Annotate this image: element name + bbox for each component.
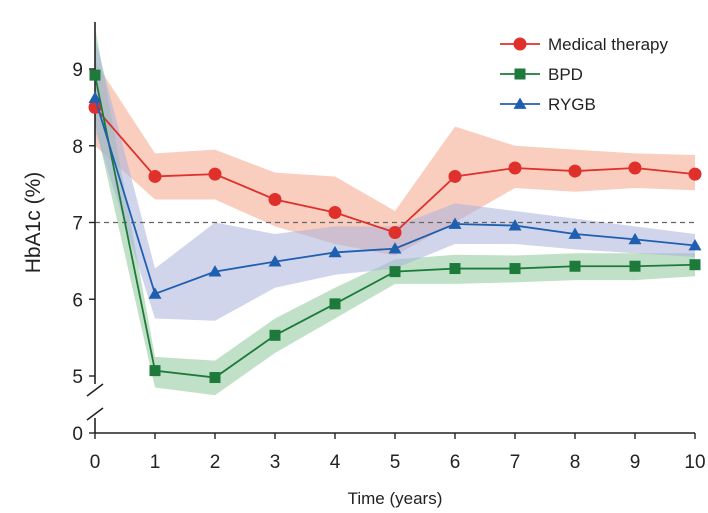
data-point-rygb — [208, 265, 222, 277]
legend-label-bpd: BPD — [548, 65, 583, 84]
confidence-bands — [95, 26, 695, 396]
data-point-medical-therapy — [448, 169, 462, 183]
data-point-bpd — [509, 263, 521, 275]
data-point-rygb — [628, 232, 642, 245]
data-point-medical-therapy — [328, 206, 342, 220]
data-point-medical-therapy — [508, 161, 522, 175]
data-point-rygb — [508, 219, 522, 231]
legend-label-rygb: RYGB — [548, 95, 596, 114]
data-point-bpd — [569, 260, 581, 272]
axis-break-mark — [86, 407, 104, 421]
legend-marker-medical-therapy — [513, 37, 527, 51]
data-point-bpd — [329, 298, 341, 310]
data-point-bpd — [389, 266, 401, 278]
data-point-bpd — [449, 263, 461, 275]
data-point-rygb — [88, 91, 102, 104]
data-point-bpd — [629, 260, 641, 272]
data-point-medical-therapy — [148, 169, 162, 183]
band-rygb — [95, 38, 695, 321]
x-tick-label: 6 — [450, 452, 461, 473]
y-tick-label: 8 — [72, 137, 83, 158]
data-point-rygb — [388, 242, 402, 254]
band-bpd — [95, 26, 695, 396]
data-point-bpd — [209, 372, 221, 384]
series-rygb — [88, 91, 702, 299]
y-tick-label: 7 — [72, 214, 83, 235]
data-point-medical-therapy — [208, 167, 222, 181]
data-point-rygb — [448, 217, 462, 229]
data-point-medical-therapy — [568, 164, 582, 178]
data-point-rygb — [268, 255, 282, 267]
x-tick-label: 1 — [150, 452, 161, 473]
data-point-rygb — [688, 239, 702, 251]
y-tick-label: 6 — [72, 290, 83, 311]
data-point-bpd — [269, 329, 281, 341]
x-tick-label: 2 — [210, 452, 221, 473]
data-point-rygb — [328, 245, 342, 258]
x-tick-label: 9 — [630, 452, 641, 473]
y-tick-label: 5 — [72, 367, 83, 388]
x-tick-label: 5 — [390, 452, 401, 473]
legend-label-medical-therapy: Medical therapy — [548, 35, 669, 54]
legend: Medical therapy BPD RYGB — [500, 35, 669, 114]
legend-marker-rygb — [513, 97, 527, 109]
x-tick-label: 8 — [570, 452, 581, 473]
x-tick-label: 4 — [330, 452, 341, 473]
data-point-rygb — [148, 287, 162, 299]
data-point-bpd — [89, 69, 101, 81]
series-bpd — [89, 69, 701, 384]
x-tick-label: 0 — [90, 452, 101, 473]
y-tick-label: 9 — [72, 60, 83, 81]
axes: 0 1 2 3 4 5 6 7 8 9 10 0 5 6 7 8 9 — [72, 22, 706, 473]
band-medical-therapy — [95, 61, 695, 256]
x-tick-label: 7 — [510, 452, 521, 473]
x-axis-label: Time (years) — [348, 489, 443, 508]
data-point-medical-therapy — [688, 167, 702, 181]
data-point-medical-therapy — [268, 192, 282, 206]
x-tick-label: 3 — [270, 452, 281, 473]
data-point-medical-therapy — [388, 225, 402, 239]
series-medical-therapy — [88, 100, 702, 239]
data-point-bpd — [149, 365, 161, 377]
axis-break-mark — [86, 383, 104, 397]
data-point-medical-therapy — [628, 161, 642, 175]
legend-marker-bpd — [514, 68, 526, 80]
y-axis-label: HbA1c (%) — [22, 172, 45, 274]
data-point-bpd — [689, 259, 701, 271]
y-tick-label: 0 — [72, 424, 83, 445]
data-point-rygb — [568, 227, 582, 239]
x-tick-label: 10 — [684, 452, 705, 473]
